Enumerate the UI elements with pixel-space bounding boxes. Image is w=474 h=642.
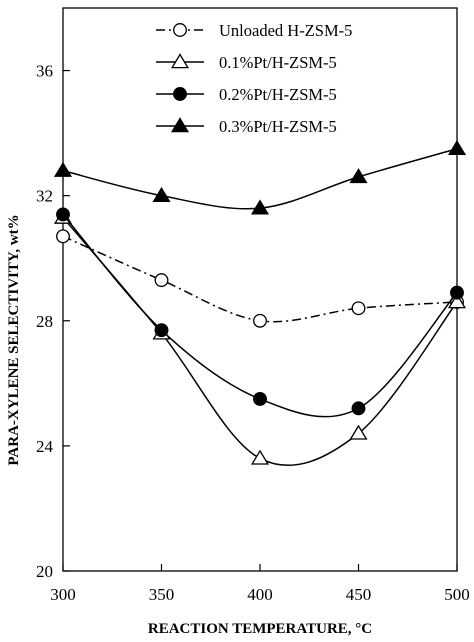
legend-label: 0.2%Pt/H-ZSM-5	[219, 85, 337, 104]
legend-item: 0.1%Pt/H-ZSM-5	[156, 53, 337, 72]
data-point	[450, 285, 464, 300]
data-point	[349, 424, 368, 440]
data-point	[447, 293, 467, 309]
x-tick-label: 500	[444, 585, 470, 604]
legend-item: Unloaded H-ZSM-5	[156, 21, 352, 40]
y-tick-label: 24	[36, 437, 54, 456]
x-tick-label: 350	[149, 585, 175, 604]
series-line	[62, 217, 458, 467]
series-layer	[53, 139, 467, 467]
x-tick-label: 300	[50, 585, 76, 604]
series-2	[53, 208, 467, 467]
legend-marker	[173, 87, 187, 101]
legend-item: 0.2%Pt/H-ZSM-5	[156, 85, 337, 104]
data-point	[154, 273, 169, 288]
data-point	[56, 229, 70, 244]
data-point	[250, 199, 270, 215]
legend-label: Unloaded H-ZSM-5	[219, 21, 352, 40]
legend-marker	[173, 23, 187, 37]
y-tick-label: 28	[36, 312, 53, 331]
data-point	[250, 449, 270, 465]
x-axis-title: REACTION TEMPERATURE, °C	[148, 621, 372, 637]
series-4	[53, 139, 467, 215]
legend-label: 0.1%Pt/H-ZSM-5	[219, 53, 337, 72]
y-tick-label: 20	[36, 562, 53, 581]
data-point	[152, 186, 171, 202]
data-point	[351, 301, 366, 316]
series-line	[62, 235, 458, 323]
data-point	[53, 161, 73, 177]
x-tick-label: 400	[247, 585, 273, 604]
data-point	[349, 168, 368, 184]
legend-marker	[170, 117, 190, 133]
y-tick-label: 32	[36, 187, 53, 206]
data-point	[154, 323, 169, 338]
data-point	[56, 207, 70, 222]
legend-label: 0.3%Pt/H-ZSM-5	[219, 117, 337, 136]
x-tick-label: 450	[346, 585, 372, 604]
y-tick-label: 36	[36, 62, 53, 81]
data-point	[253, 392, 267, 406]
series-3	[56, 207, 464, 418]
series-1	[56, 229, 464, 328]
legend-item: 0.3%Pt/H-ZSM-5	[156, 117, 337, 136]
y-axis-title: PARA-XYLENE SELECTIVITY, wt%	[6, 214, 22, 465]
data-point	[351, 401, 366, 416]
axis-ticks: 300 350 400 450 500 20 24 28 32 36	[36, 62, 470, 604]
data-point	[253, 313, 267, 328]
legend-marker	[170, 53, 190, 69]
data-point	[447, 139, 467, 156]
legend: Unloaded H-ZSM-5 0.1%Pt/H-ZSM-5 0.2%Pt/H-Z…	[156, 21, 352, 136]
